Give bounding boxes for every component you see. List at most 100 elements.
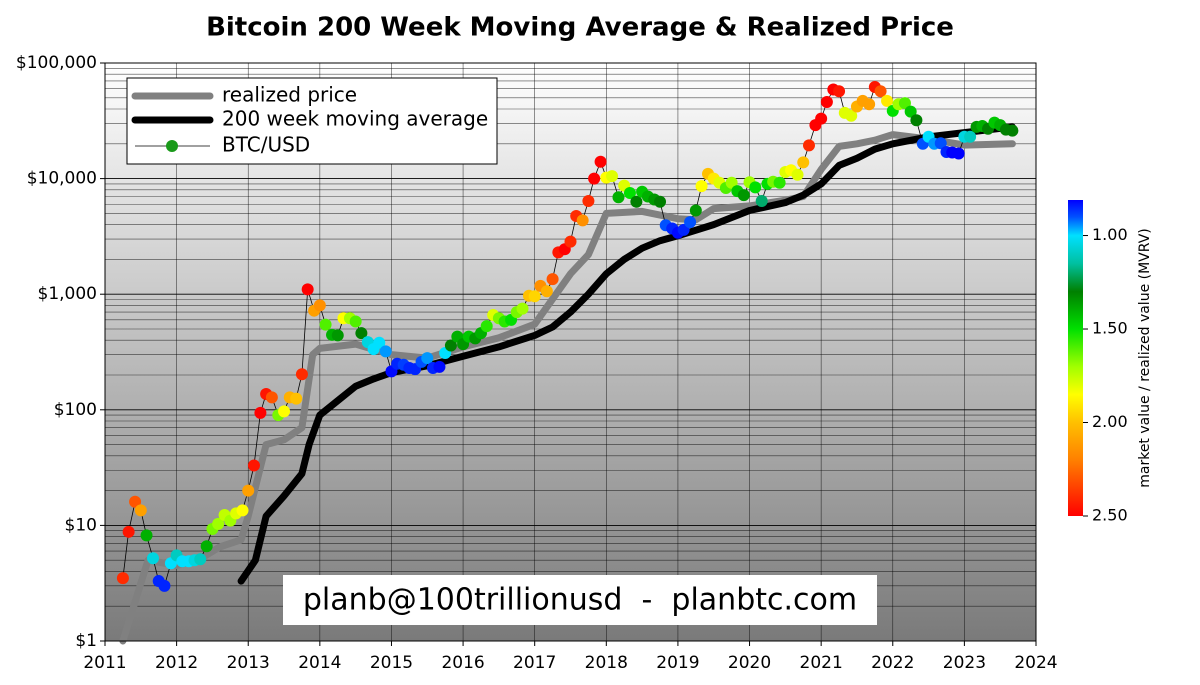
- price-point: [421, 352, 434, 365]
- price-point: [833, 85, 846, 98]
- price-point: [1006, 124, 1019, 137]
- price-point: [158, 579, 171, 592]
- colorbar-tick-label: 2.00: [1092, 412, 1128, 431]
- price-point: [546, 273, 559, 286]
- price-point: [934, 137, 947, 150]
- price-point: [564, 235, 577, 248]
- price-point: [290, 392, 303, 405]
- price-point: [802, 139, 815, 152]
- x-tick-label: 2017: [513, 653, 556, 673]
- price-point: [588, 172, 601, 185]
- price-point: [236, 504, 249, 517]
- price-point: [910, 114, 923, 127]
- x-tick-label: 2023: [943, 653, 986, 673]
- price-point: [134, 504, 147, 517]
- price-point: [349, 315, 362, 328]
- annotation-box: [283, 575, 877, 625]
- price-point: [331, 329, 344, 342]
- legend-label: BTC/USD: [222, 133, 310, 157]
- price-point: [265, 391, 278, 404]
- price-point: [212, 517, 225, 530]
- x-tick-label: 2011: [83, 653, 126, 673]
- x-tick-label: 2019: [656, 653, 699, 673]
- price-point: [749, 181, 762, 194]
- price-point: [576, 214, 589, 227]
- price-point: [194, 553, 207, 566]
- price-point: [242, 484, 255, 497]
- price-point: [319, 318, 332, 331]
- price-point: [146, 552, 159, 565]
- price-point: [528, 290, 541, 303]
- price-point: [797, 156, 810, 169]
- price-point: [612, 191, 625, 204]
- price-point: [881, 94, 894, 107]
- x-tick-label: 2021: [800, 653, 843, 673]
- price-point: [122, 525, 135, 538]
- y-tick-label: $100,000: [16, 53, 97, 73]
- price-point: [301, 283, 314, 296]
- price-point: [964, 130, 977, 143]
- x-tick-label: 2013: [227, 653, 270, 673]
- price-point: [582, 195, 595, 208]
- y-tick-label: $1: [75, 631, 97, 651]
- price-point: [791, 168, 804, 181]
- x-tick-label: 2012: [155, 653, 198, 673]
- price-point: [874, 85, 887, 98]
- price-point: [278, 405, 291, 418]
- price-point: [254, 406, 267, 419]
- price-point: [247, 459, 260, 472]
- price-point: [755, 195, 768, 208]
- x-tick-label: 2024: [1014, 653, 1057, 673]
- price-point: [373, 336, 386, 349]
- x-tick-label: 2018: [585, 653, 628, 673]
- price-point: [820, 95, 833, 108]
- price-point: [516, 302, 529, 315]
- annotation: planb@100trillionusd - planbtc.com: [303, 583, 857, 618]
- price-point: [355, 327, 368, 340]
- series-line: [119, 131, 1016, 645]
- price-point: [540, 285, 553, 298]
- price-point: [606, 170, 619, 183]
- price-point: [594, 155, 607, 168]
- y-tick-label: $10,000: [27, 169, 97, 189]
- y-tick-label: $100: [54, 400, 97, 420]
- price-point: [140, 529, 153, 542]
- price-point: [815, 112, 828, 125]
- price-point: [904, 105, 917, 118]
- price-point: [623, 187, 636, 200]
- colorbar-tick-label: 2.50: [1092, 506, 1128, 525]
- price-point: [773, 176, 786, 189]
- legend-label: 200 week moving average: [222, 107, 488, 131]
- price-point: [116, 572, 129, 585]
- price-point: [295, 368, 308, 381]
- price-point: [898, 97, 911, 110]
- x-tick-label: 2014: [298, 653, 341, 673]
- price-point: [952, 147, 965, 160]
- x-tick-label: 2022: [871, 653, 914, 673]
- y-tick-label: $10: [65, 515, 97, 535]
- legend-label: realized price: [222, 83, 357, 107]
- price-point: [695, 180, 708, 193]
- price-point: [200, 540, 213, 553]
- x-tick-label: 2015: [370, 653, 413, 673]
- price-point: [379, 345, 392, 358]
- price-point: [654, 195, 667, 208]
- price-point: [737, 189, 750, 202]
- price-point: [863, 98, 876, 111]
- price-point: [845, 109, 858, 122]
- x-tick-label: 2016: [441, 653, 484, 673]
- chart-title: Bitcoin 200 Week Moving Average & Realiz…: [206, 13, 954, 43]
- price-point: [129, 495, 142, 508]
- price-point: [313, 299, 326, 312]
- price-point: [433, 360, 446, 373]
- colorbar: [1068, 200, 1083, 516]
- price-point: [444, 339, 457, 352]
- price-point: [684, 216, 697, 229]
- colorbar-label: market value / realized value (MVRV): [1137, 228, 1153, 488]
- colorbar-tick-label: 1.50: [1092, 319, 1128, 338]
- x-tick-label: 2020: [728, 653, 771, 673]
- y-tick-label: $1,000: [38, 284, 97, 304]
- price-point: [689, 204, 702, 217]
- plot-frame: [104, 62, 1037, 642]
